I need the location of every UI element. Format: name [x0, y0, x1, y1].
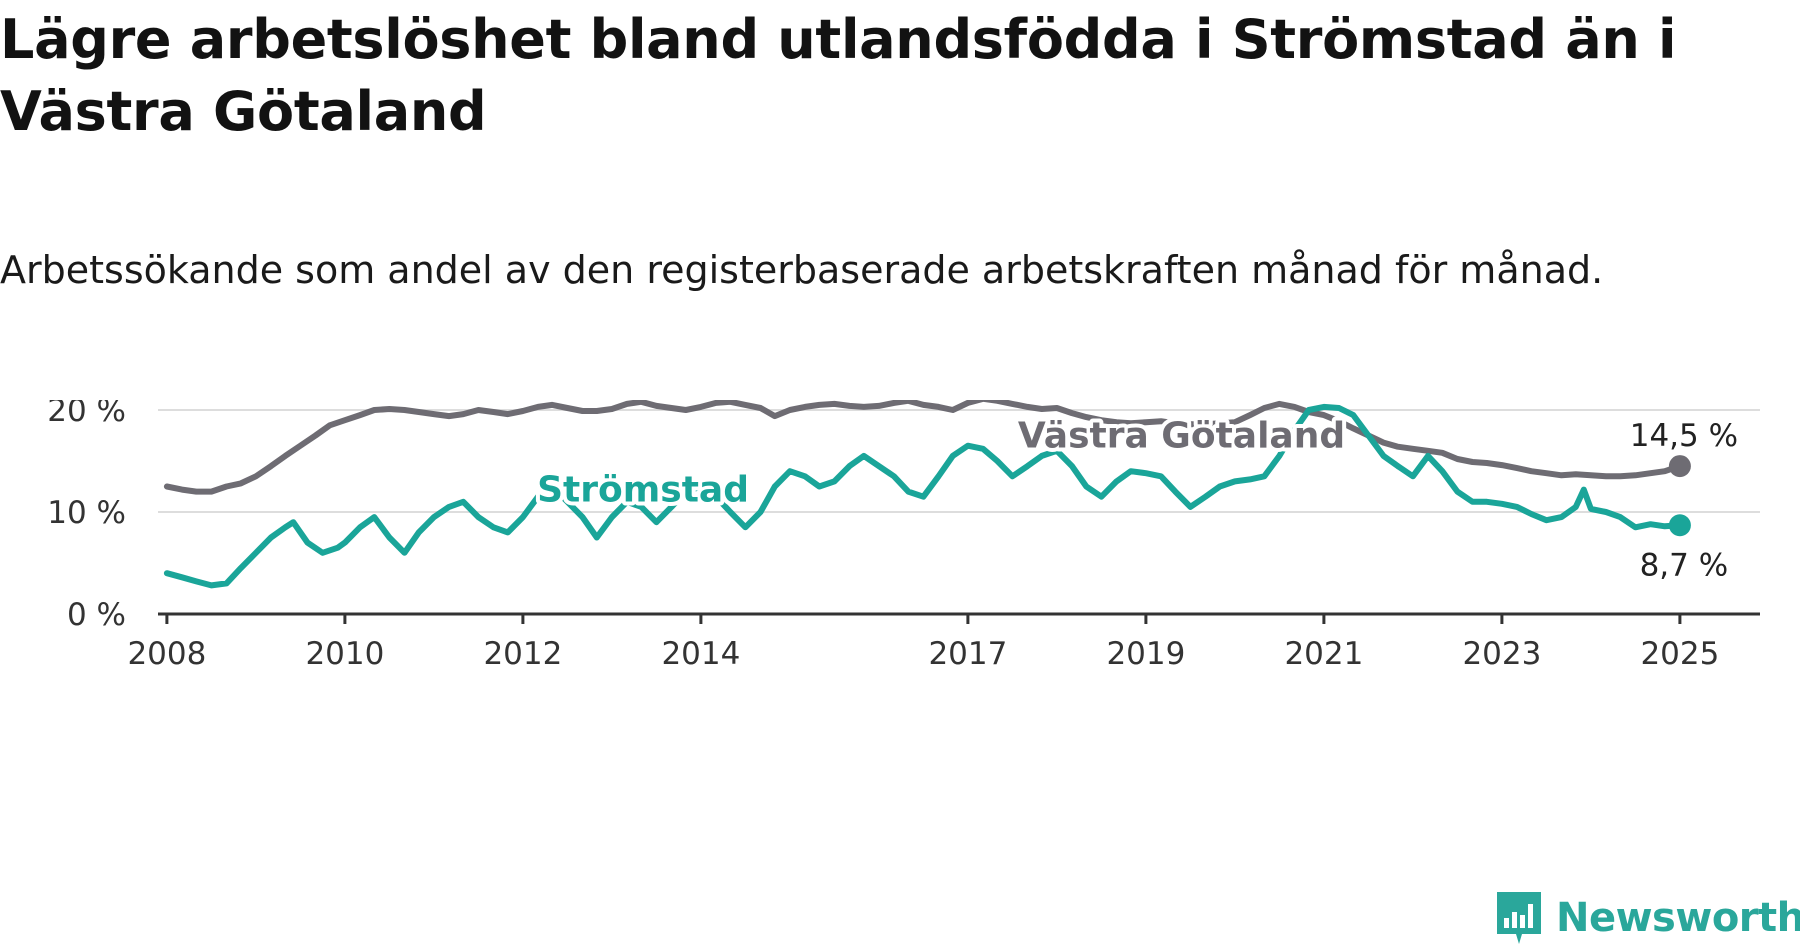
y-tick-label: 0 % — [67, 597, 126, 633]
newsworthy-logo[interactable]: Newsworthy — [1494, 888, 1800, 948]
y-tick-label: 20 % — [47, 400, 126, 429]
series-lines — [163, 400, 1691, 589]
series-line-1 — [163, 403, 1683, 589]
series-line-0 — [163, 400, 1683, 495]
series-end-label: 8,7 % — [1640, 547, 1729, 583]
line-chart: 0 % 10 % 20 % 2008 2010 2012 2014 2017 2019 2021… — [47, 400, 1760, 672]
gridlines — [158, 409, 1760, 513]
series-name-label: Västra Götaland — [1018, 416, 1345, 457]
series-end-marker — [1668, 514, 1691, 537]
x-tick-label: 2010 — [305, 636, 384, 672]
y-tick-label: 10 % — [47, 495, 126, 531]
y-axis-tick-labels: 0 % 10 % 20 % — [47, 400, 126, 633]
x-axis — [158, 612, 1760, 624]
x-tick-label: 2019 — [1106, 636, 1185, 672]
x-tick-label: 2025 — [1640, 636, 1719, 672]
x-tick-label: 2023 — [1462, 636, 1541, 672]
chart-title: Lägre arbetslöshet bland utlandsfödda i … — [0, 8, 1677, 143]
newsworthy-logo-icon — [1497, 892, 1541, 944]
series-end-marker — [1668, 455, 1691, 478]
x-tick-label: 2017 — [928, 636, 1007, 672]
x-tick-label: 2021 — [1284, 636, 1363, 672]
series-end-label: 14,5 % — [1630, 418, 1738, 454]
series-labels: 14,5 % 8,7 % Västra Götaland Strömstad — [533, 412, 1738, 584]
x-axis-tick-labels: 2008 2010 2012 2014 2017 2019 2021 2023 2025 — [127, 636, 1719, 672]
chart-subtitle: Arbetssökande som andel av den registerb… — [0, 248, 1604, 292]
newsworthy-logo-text: Newsworthy — [1556, 895, 1800, 941]
x-tick-label: 2014 — [661, 636, 740, 672]
x-tick-label: 2008 — [127, 636, 206, 672]
series-name-label: Strömstad — [537, 470, 749, 511]
x-tick-label: 2012 — [483, 636, 562, 672]
